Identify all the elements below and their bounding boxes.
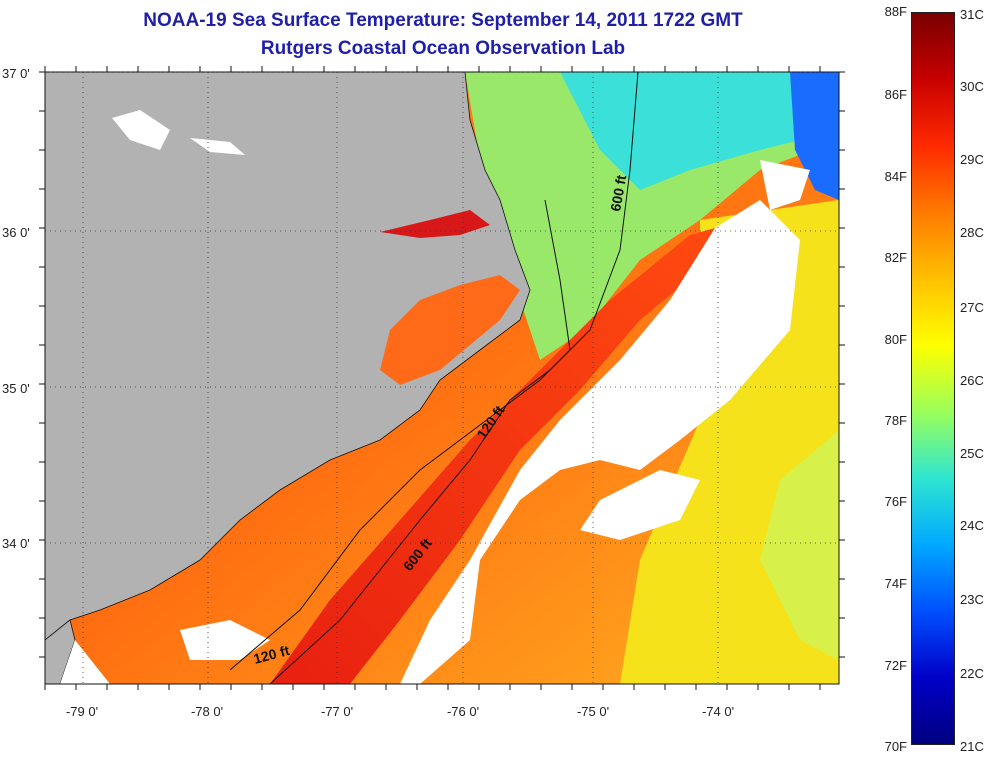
lat-label: 36 0' bbox=[2, 225, 30, 240]
lon-label: -74 0' bbox=[701, 704, 735, 719]
pamlico-sound bbox=[380, 275, 520, 385]
colorbar-f-label: 80F bbox=[884, 332, 907, 347]
temperature-colorbar bbox=[911, 12, 955, 745]
colorbar-f-label: 82F bbox=[884, 250, 907, 265]
lat-label: 37 0' bbox=[2, 66, 30, 81]
cloud-mask-4 bbox=[760, 160, 810, 210]
colorbar-c-label: 25C bbox=[960, 446, 984, 461]
colorbar-c-label: 27C bbox=[960, 300, 984, 315]
colorbar-c-label: 23C bbox=[960, 592, 984, 607]
lon-label: -77 0' bbox=[320, 704, 354, 719]
colorbar-f-label: 76F bbox=[884, 494, 907, 509]
cloud-mask-3 bbox=[180, 620, 270, 660]
colorbar-c-label: 22C bbox=[960, 666, 984, 681]
lake-2 bbox=[190, 138, 245, 155]
colorbar-c-label: 30C bbox=[960, 79, 984, 94]
lon-label: -75 0' bbox=[576, 704, 610, 719]
contour-label-600-north: 600 ft bbox=[607, 173, 629, 212]
colorbar-f-label: 78F bbox=[884, 413, 907, 428]
map-frame bbox=[44, 71, 840, 685]
land-mass bbox=[44, 71, 531, 641]
colorbar-c-label: 29C bbox=[960, 152, 984, 167]
map-subtitle: Rutgers Coastal Ocean Observation Lab bbox=[260, 38, 626, 59]
warm-east-water-2 bbox=[760, 430, 839, 660]
nodata-wedge bbox=[60, 640, 110, 684]
albemarle-sound bbox=[380, 210, 490, 238]
colorbar-f-label: 70F bbox=[884, 739, 907, 754]
colorbar-f-label: 88F bbox=[884, 4, 907, 19]
lake-1 bbox=[112, 110, 170, 150]
lat-label: 34 0' bbox=[2, 536, 30, 551]
lon-label: -79 0' bbox=[65, 704, 99, 719]
cool-water-north bbox=[560, 72, 839, 190]
colorbar-f-label: 86F bbox=[884, 87, 907, 102]
cloud-mask-2 bbox=[580, 470, 700, 540]
lat-label: 35 0' bbox=[2, 381, 30, 396]
colorbar-f-label: 84F bbox=[884, 169, 907, 184]
map-border bbox=[44, 71, 840, 685]
lon-label: -76 0' bbox=[446, 704, 480, 719]
lon-label: -78 0' bbox=[190, 704, 224, 719]
colorbar-c-label: 31C bbox=[960, 7, 984, 22]
contour-600ft bbox=[269, 71, 639, 685]
colorbar-f-label: 72F bbox=[884, 658, 907, 673]
graticule bbox=[39, 66, 845, 690]
contour-120ft bbox=[229, 199, 571, 671]
colorbar-c-label: 26C bbox=[960, 373, 984, 388]
colorbar-c-label: 21C bbox=[960, 739, 984, 754]
colorbar-f-label: 74F bbox=[884, 576, 907, 591]
map-title: NOAA-19 Sea Surface Temperature: Septemb… bbox=[143, 10, 743, 31]
cold-patch bbox=[790, 72, 839, 200]
cloud-mask-1 bbox=[400, 200, 800, 684]
colorbar-c-label: 28C bbox=[960, 225, 984, 240]
gulf-stream bbox=[270, 228, 715, 684]
colorbar-c-label: 24C bbox=[960, 518, 984, 533]
